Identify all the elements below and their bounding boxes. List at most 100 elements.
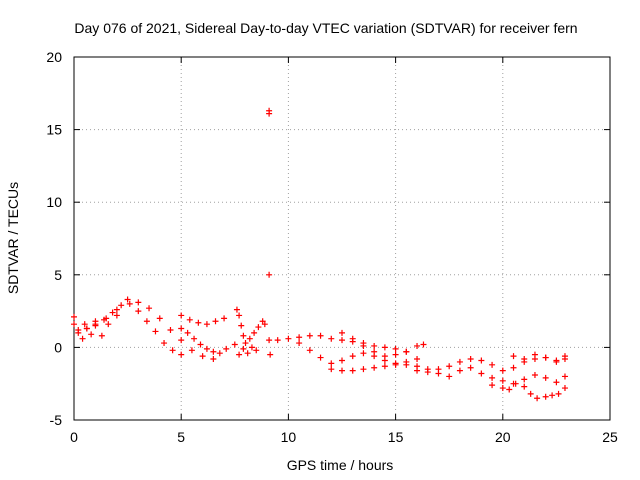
data-point [392, 345, 399, 352]
data-point [499, 385, 506, 392]
data-point [167, 326, 174, 333]
data-point [266, 110, 273, 117]
data-point [381, 353, 388, 360]
data-point [253, 347, 260, 354]
data-point [317, 354, 324, 361]
data-point [506, 386, 513, 393]
data-point [371, 364, 378, 371]
data-point [251, 329, 258, 336]
data-point [169, 347, 176, 354]
data-point [489, 382, 496, 389]
data-point [553, 379, 560, 386]
data-point [274, 337, 281, 344]
data-point [296, 340, 303, 347]
data-point [534, 395, 541, 402]
data-points [71, 107, 568, 402]
data-point [223, 345, 230, 352]
data-point [339, 329, 345, 336]
data-point [349, 353, 356, 360]
data-point [521, 376, 528, 383]
data-point [306, 332, 313, 339]
data-point [306, 347, 313, 354]
data-point [542, 354, 549, 361]
data-point [521, 356, 528, 363]
data-point [531, 371, 538, 378]
data-point [197, 341, 204, 348]
data-point [349, 367, 356, 374]
data-point [414, 342, 421, 349]
data-point [456, 358, 463, 365]
data-point [191, 335, 198, 342]
data-point [178, 351, 185, 358]
data-point [561, 373, 568, 380]
y-axis-label: SDTVAR / TECUs [5, 182, 21, 294]
data-point [242, 340, 249, 347]
data-point [446, 373, 453, 380]
data-point [81, 321, 88, 328]
data-point [510, 364, 517, 371]
data-point [328, 366, 335, 373]
data-point [178, 312, 185, 319]
grid [74, 57, 610, 420]
data-point [403, 361, 410, 368]
chart-title: Day 076 of 2021, Sidereal Day-to-day VTE… [74, 20, 577, 36]
data-point [478, 370, 485, 377]
data-point [152, 328, 159, 335]
data-point [542, 393, 549, 400]
x-tick-label: 0 [70, 429, 78, 445]
data-point [489, 361, 496, 368]
data-point [88, 331, 95, 338]
data-point [203, 345, 210, 352]
data-point [124, 296, 131, 303]
data-point [178, 325, 185, 332]
y-tick-label: 20 [46, 49, 62, 65]
data-point [105, 321, 112, 328]
data-point [456, 367, 463, 374]
data-point [414, 367, 421, 374]
data-point [435, 370, 442, 377]
data-point [71, 313, 77, 320]
data-point [510, 353, 517, 360]
data-point [489, 374, 496, 381]
data-point [240, 332, 247, 339]
data-point [561, 385, 568, 392]
data-point [212, 318, 219, 325]
data-point [403, 348, 410, 355]
data-point [146, 305, 153, 312]
data-point [231, 341, 238, 348]
data-point [210, 356, 217, 363]
data-point [381, 363, 388, 370]
data-point [339, 337, 345, 344]
data-point [178, 337, 185, 344]
data-point [75, 329, 82, 336]
data-point [188, 347, 195, 354]
data-point [542, 374, 549, 381]
data-point [203, 321, 210, 328]
data-point [195, 319, 202, 326]
x-tick-label: 5 [177, 429, 185, 445]
data-point [499, 377, 506, 384]
data-point [101, 316, 108, 323]
data-point [553, 358, 560, 365]
data-point [255, 324, 262, 331]
data-point [296, 334, 303, 341]
data-point [109, 309, 116, 316]
data-point [527, 390, 534, 397]
data-point [233, 306, 240, 313]
x-tick-label: 15 [388, 429, 404, 445]
data-point [238, 322, 245, 329]
y-tick-label: -5 [50, 412, 63, 428]
data-point [118, 302, 125, 309]
data-point [71, 321, 77, 328]
x-tick-label: 20 [495, 429, 511, 445]
y-tick-label: 0 [54, 339, 62, 355]
data-point [83, 325, 90, 332]
data-point [499, 367, 506, 374]
data-point [143, 318, 150, 325]
data-point [392, 361, 399, 368]
data-point [467, 364, 474, 371]
data-point [266, 337, 273, 344]
data-point [240, 345, 247, 352]
data-point [371, 342, 378, 349]
